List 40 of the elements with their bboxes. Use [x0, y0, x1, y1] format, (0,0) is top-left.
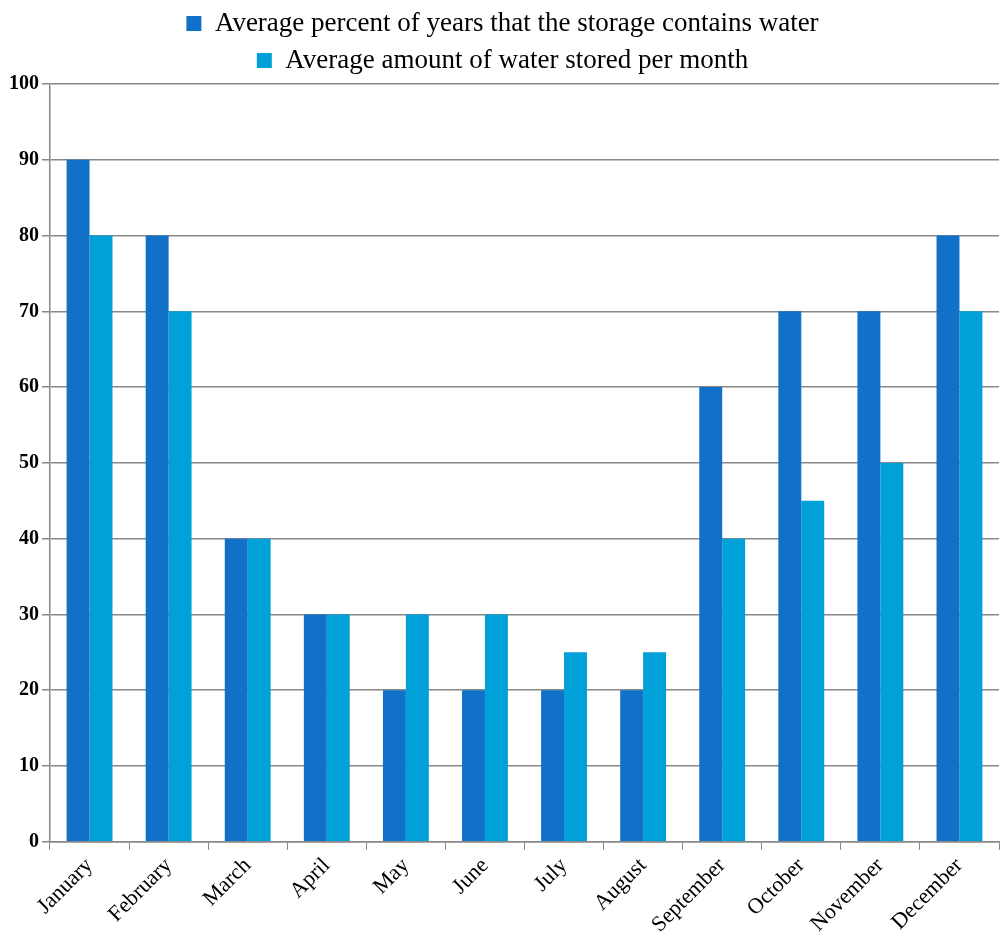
bar: [722, 538, 746, 842]
bar: [247, 538, 271, 842]
bar: [936, 235, 960, 842]
bar: [405, 614, 429, 842]
y-tick-label: 40: [19, 525, 39, 548]
y-tick-label: 30: [19, 601, 39, 624]
bar: [326, 614, 350, 842]
y-tick-label: 60: [19, 374, 39, 397]
y-tick-label: 70: [19, 298, 39, 321]
x-tick-label: July: [528, 852, 572, 896]
bar: [541, 690, 565, 842]
bar: [462, 690, 485, 842]
bar: [303, 614, 327, 842]
bar: [857, 311, 881, 842]
bar: [801, 500, 825, 842]
bar: [564, 652, 587, 842]
y-tick-label: 90: [19, 146, 39, 169]
bar: [959, 311, 983, 842]
bar: [168, 311, 192, 842]
bar: [699, 387, 723, 842]
legend-label: Average amount of water stored per month: [285, 43, 749, 74]
legend-label: Average percent of years that the storage contains water: [214, 6, 819, 37]
bar: [145, 235, 169, 842]
bar: [880, 462, 904, 842]
x-tick-label: May: [367, 852, 414, 899]
y-tick-label: 0: [29, 828, 39, 851]
y-tick-label: 10: [19, 753, 39, 776]
x-tick-label: June: [446, 852, 493, 899]
bar: [224, 538, 248, 842]
bar: [89, 235, 113, 842]
bar: [620, 690, 644, 842]
y-tick-label: 80: [19, 222, 39, 245]
y-tick-label: 50: [19, 450, 39, 473]
y-tick-label: 20: [19, 677, 39, 700]
bar: [643, 652, 667, 842]
bar: [66, 159, 90, 842]
bar: [778, 311, 802, 842]
bar: [484, 614, 508, 842]
bar: [382, 690, 406, 842]
y-tick-label: 100: [9, 71, 39, 94]
